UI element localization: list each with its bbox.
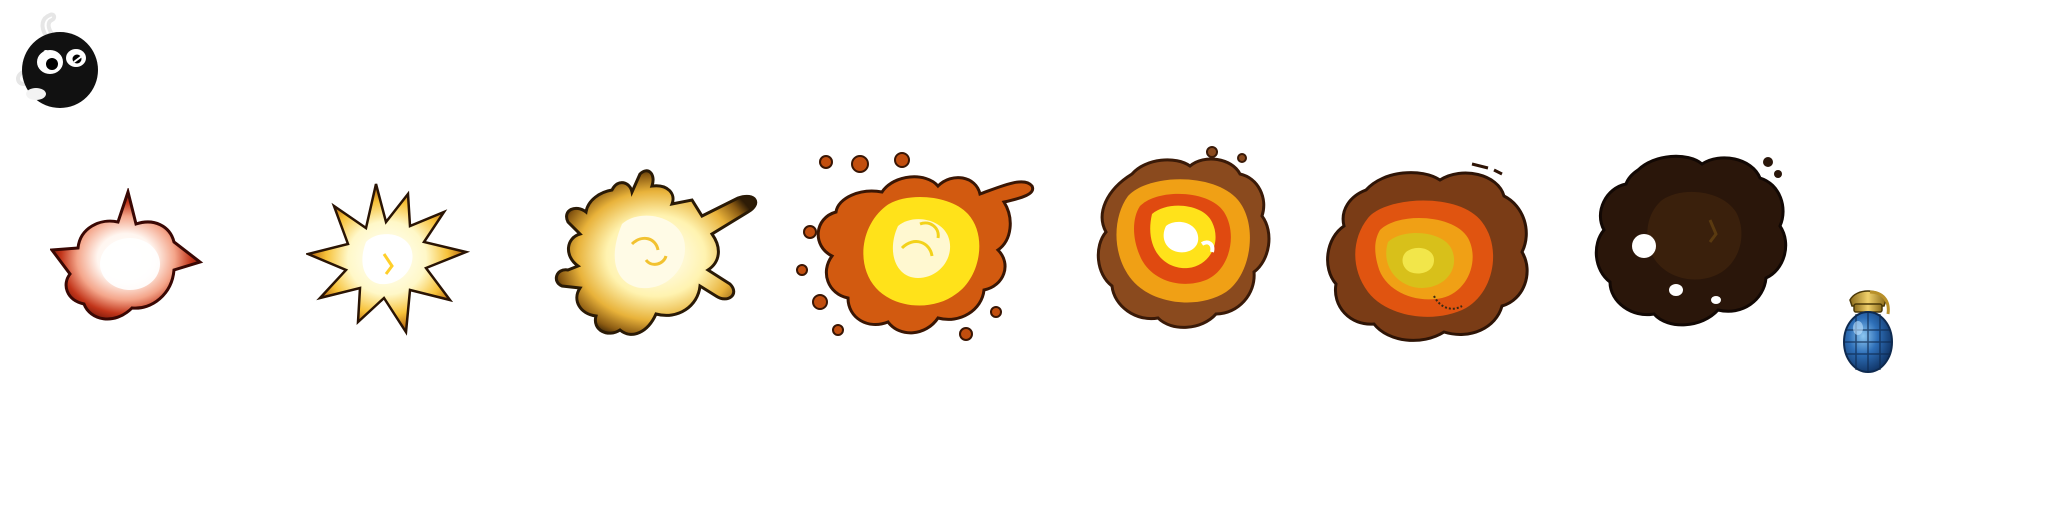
explosion-sparks-icon [552,164,764,346]
explosion-burst-icon [306,182,470,336]
cartoon-bomb-icon [12,12,102,108]
explosion-smoke-cloud-icon [1592,150,1788,332]
explosion-fireball-icon [790,152,1040,350]
explosion-flash-icon [50,188,206,334]
explosion-fading-fire-icon [1322,160,1534,344]
explosion-fire-smoke-icon [1092,144,1272,336]
blue-grenade-icon [1826,286,1898,376]
